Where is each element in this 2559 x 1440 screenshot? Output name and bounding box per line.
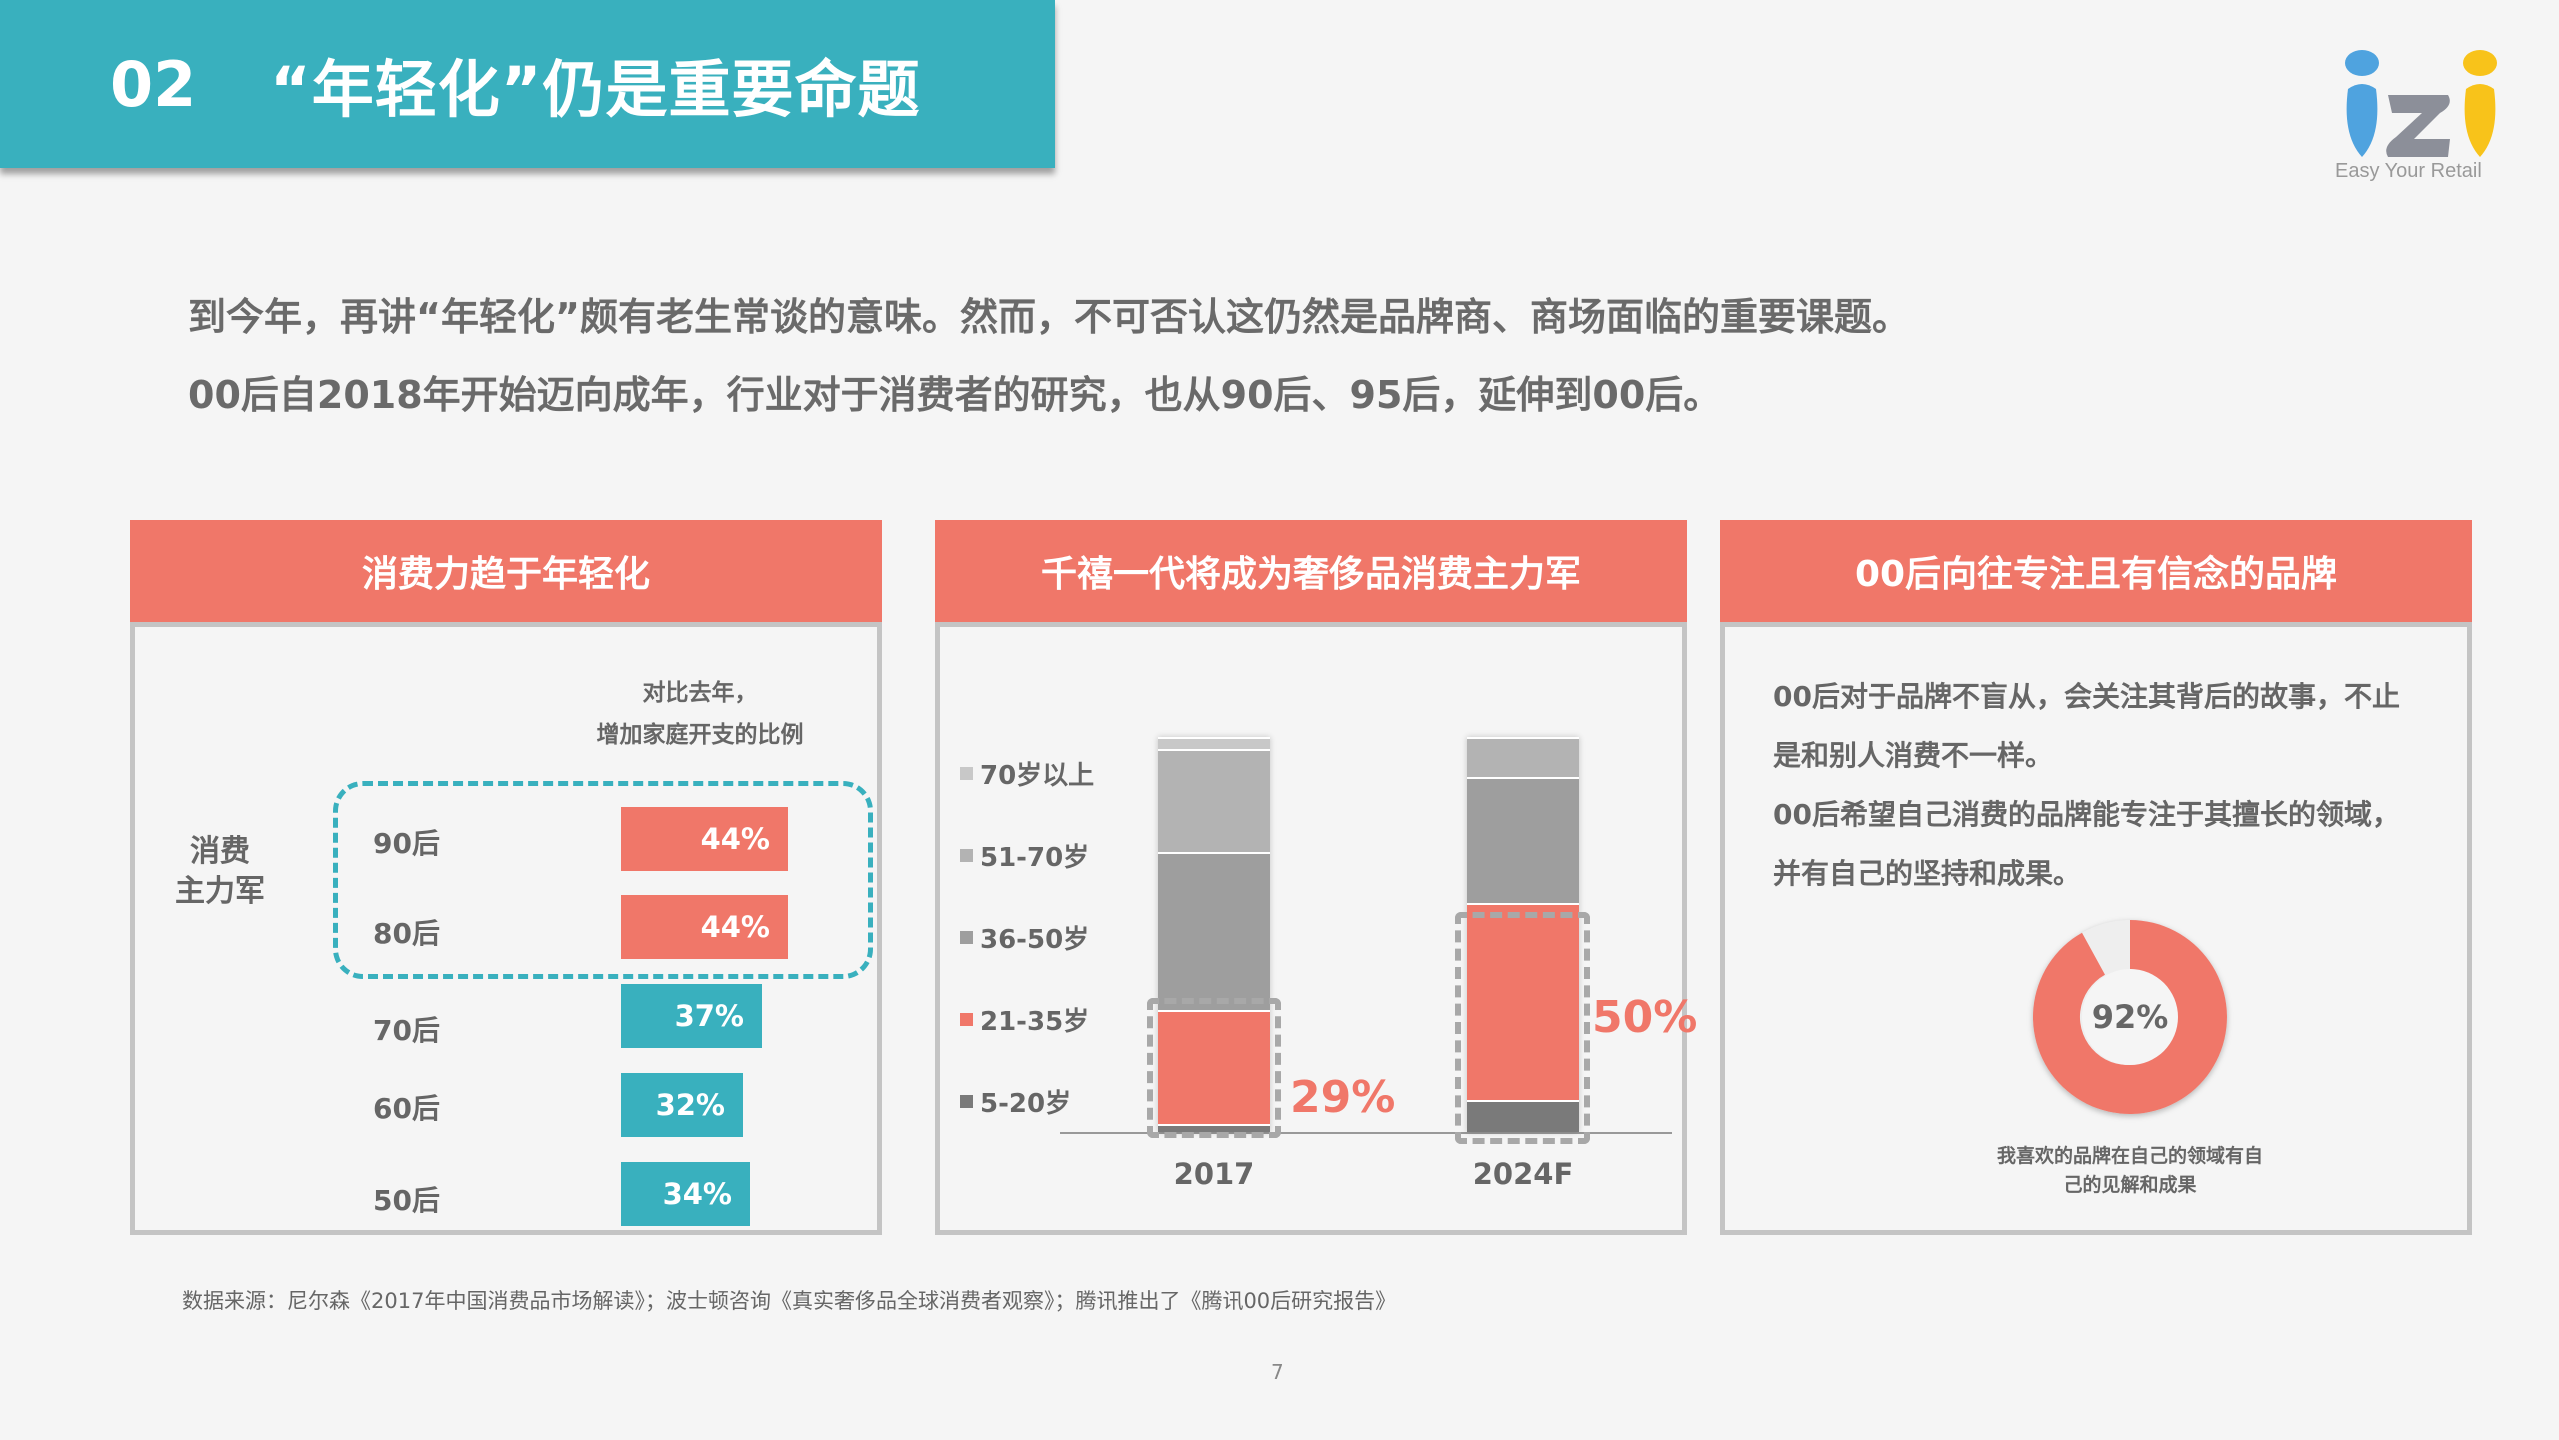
segment-51-70 bbox=[1467, 737, 1579, 777]
x-label-2017: 2017 bbox=[1173, 1157, 1255, 1191]
izi-logo bbox=[2330, 45, 2510, 195]
stacked-bar-2017 bbox=[1158, 737, 1270, 1132]
logo-tagline: Easy Your Retail bbox=[2335, 160, 2482, 182]
highlight-value-2024f: 50% bbox=[1592, 992, 1698, 1043]
segment-5-20 bbox=[1158, 1124, 1270, 1132]
legend-swatch bbox=[960, 1095, 973, 1108]
panel-title: 千禧一代将成为奢侈品消费主力军 bbox=[935, 520, 1687, 622]
intro-line-2: 00后自2018年开始迈向成年，行业对于消费者的研究，也从90后、95后，延伸到… bbox=[188, 373, 1722, 417]
panel-body: 70岁以上 51-70岁 36-50岁 21-35岁 5-20岁 29% 201… bbox=[935, 622, 1697, 1235]
legend-label: 5-20岁 bbox=[980, 1089, 1072, 1119]
donut-caption: 我喜欢的品牌在自己的领域有自 己的见解和成果 bbox=[1965, 1142, 2295, 1200]
title-banner: 02 “年轻化”仍是重要命题 bbox=[0, 0, 1055, 168]
legend-item: 21-35岁 bbox=[960, 1001, 1089, 1038]
paragraph-1-line-2: 是和别人消费不一样。 bbox=[1773, 739, 2054, 772]
legend-item: 36-50岁 bbox=[960, 919, 1089, 956]
bar-60s: 32% bbox=[621, 1073, 743, 1137]
chart-caption: 对比去年， 增加家庭开支的比例 bbox=[575, 672, 825, 756]
segment-51-70 bbox=[1158, 748, 1270, 852]
legend-swatch bbox=[960, 1013, 973, 1026]
legend-item: 5-20岁 bbox=[960, 1083, 1071, 1120]
x-label-2024f: 2024F bbox=[1472, 1157, 1574, 1191]
segment-70plus bbox=[1158, 737, 1270, 749]
bar-70s: 37% bbox=[621, 984, 762, 1048]
data-source: 数据来源：尼尔森《2017年中国消费品市场解读》；波士顿咨询《真实奢侈品全球消费… bbox=[182, 1289, 1397, 1313]
legend-swatch bbox=[960, 849, 973, 862]
legend-swatch bbox=[960, 931, 973, 944]
panel-brand-focus: 00后向往专注且有信念的品牌 00后对于品牌不盲从，会关注其背后的故事，不止 是… bbox=[1720, 520, 2472, 1235]
paragraph-2-line-2: 并有自己的坚持和成果。 bbox=[1773, 857, 2082, 890]
segment-21-35 bbox=[1467, 902, 1579, 1101]
panel-title: 00后向往专注且有信念的品牌 bbox=[1720, 520, 2472, 622]
bar-50s: 34% bbox=[621, 1162, 750, 1226]
legend-label: 21-35岁 bbox=[980, 1007, 1090, 1037]
group-label: 消费 主力军 bbox=[175, 832, 265, 912]
paragraph-1-line-1: 00后对于品牌不盲从，会关注其背后的故事，不止 bbox=[1773, 680, 2400, 713]
legend-label: 70岁以上 bbox=[980, 761, 1095, 791]
bar-90s: 44% bbox=[621, 807, 788, 871]
row-label: 60后 bbox=[373, 1092, 440, 1125]
legend-swatch bbox=[960, 767, 973, 780]
donut-caption-line-2: 己的见解和成果 bbox=[2063, 1174, 2197, 1196]
legend-item: 51-70岁 bbox=[960, 837, 1089, 874]
panel-luxury-consumers: 千禧一代将成为奢侈品消费主力军 70岁以上 51-70岁 36-50岁 21-3… bbox=[935, 520, 1697, 1235]
segment-36-50 bbox=[1158, 851, 1270, 1010]
highlight-dashed-box-2024f bbox=[1455, 912, 1590, 1144]
legend-label: 51-70岁 bbox=[980, 843, 1090, 873]
row-label: 80后 bbox=[373, 917, 440, 950]
group-label-line-2: 主力军 bbox=[175, 874, 265, 909]
legend-item: 70岁以上 bbox=[960, 755, 1094, 792]
highlight-dashed-box bbox=[333, 781, 873, 979]
page-number: 7 bbox=[1271, 1360, 1284, 1384]
paragraph-2-line-1: 00后希望自己消费的品牌能专注于其擅长的领域， bbox=[1773, 798, 2400, 831]
panel-body: 对比去年， 增加家庭开支的比例 消费 主力军 90后 44% 80后 44% 7… bbox=[130, 622, 882, 1235]
caption-line-2: 增加家庭开支的比例 bbox=[596, 722, 804, 748]
intro-text: 到今年，再讲“年轻化”颇有老生常谈的意味。然而，不可否认这仍然是品牌商、商场面临… bbox=[188, 278, 1910, 434]
x-axis-line bbox=[1060, 1132, 1672, 1134]
panel-body: 00后对于品牌不盲从，会关注其背后的故事，不止 是和别人消费不一样。 00后希望… bbox=[1720, 622, 2472, 1235]
row-label: 70后 bbox=[373, 1014, 440, 1047]
bar-80s: 44% bbox=[621, 895, 788, 959]
highlight-dashed-box-2017 bbox=[1147, 998, 1281, 1138]
caption-line-1: 对比去年， bbox=[642, 680, 758, 706]
panel-description: 00后对于品牌不盲从，会关注其背后的故事，不止 是和别人消费不一样。 00后希望… bbox=[1773, 667, 2453, 903]
segment-36-50 bbox=[1467, 776, 1579, 903]
donut-caption-line-1: 我喜欢的品牌在自己的领域有自 bbox=[1996, 1145, 2263, 1167]
legend-label: 36-50岁 bbox=[980, 925, 1090, 955]
donut-chart: 92% bbox=[2030, 917, 2230, 1117]
intro-line-1: 到今年，再讲“年轻化”颇有老生常谈的意味。然而，不可否认这仍然是品牌商、商场面临… bbox=[188, 295, 1910, 339]
segment-21-35 bbox=[1158, 1009, 1270, 1125]
row-label: 90后 bbox=[373, 827, 440, 860]
panel-youth-spending: 消费力趋于年轻化 对比去年， 增加家庭开支的比例 消费 主力军 90后 44% … bbox=[130, 520, 882, 1235]
highlight-value-2017: 29% bbox=[1290, 1072, 1396, 1123]
page-title: “年轻化”仍是重要命题 bbox=[270, 53, 921, 126]
row-label: 50后 bbox=[373, 1184, 440, 1217]
group-label-line-1: 消费 bbox=[190, 834, 250, 869]
section-number: 02 bbox=[110, 47, 197, 121]
donut-center-value: 92% bbox=[2091, 998, 2169, 1036]
stacked-bar-2024f bbox=[1467, 737, 1579, 1132]
segment-5-20 bbox=[1467, 1100, 1579, 1132]
panel-title: 消费力趋于年轻化 bbox=[130, 520, 882, 622]
